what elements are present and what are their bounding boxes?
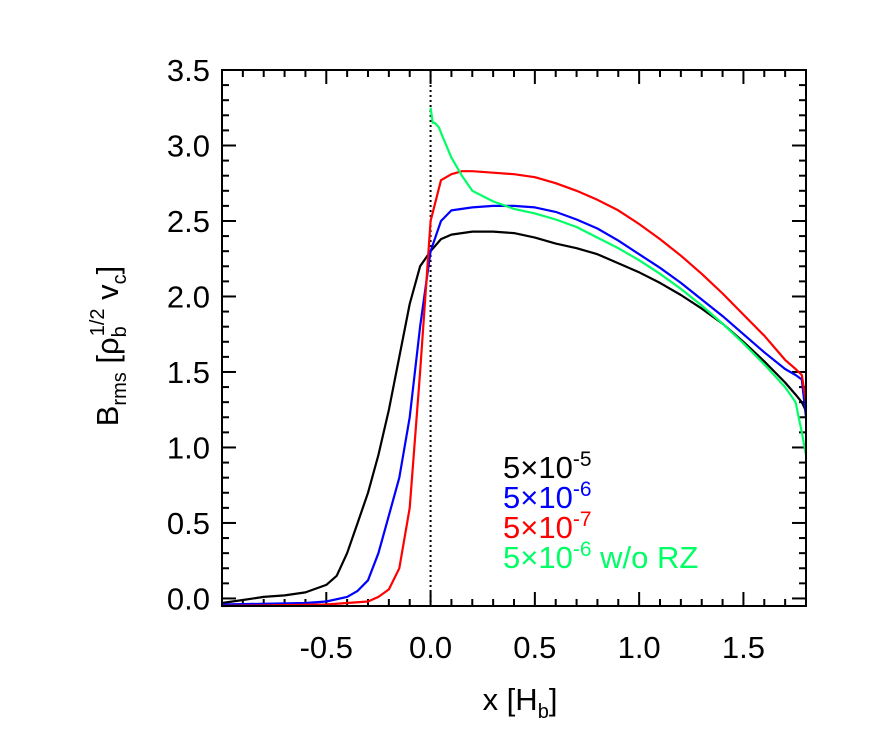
plot-frame	[221, 69, 807, 607]
x-tick-labels: -0.5 0.0 0.5 1.0 1.5	[300, 630, 765, 665]
series-line-2	[221, 204, 808, 606]
series-line-4	[429, 107, 808, 456]
y-tick-label: 3.0	[167, 128, 210, 163]
y-tick-labels: 0.0 0.5 1.0 1.5 2.0 2.5 3.0 3.5	[167, 53, 210, 616]
x-tick-label: 0.5	[513, 630, 556, 665]
y-axis-title: Brms [ρb1/2 vc]	[87, 266, 131, 427]
legend: 5×10-55×10-65×10-75×10-6 w/o RZ	[503, 448, 698, 575]
x-tick-label: 1.5	[722, 630, 765, 665]
y-tick-label: 2.0	[167, 279, 210, 314]
y-tick-label: 1.5	[167, 355, 210, 390]
legend-entry-3: 5×10-7	[503, 508, 592, 545]
x-tick-label: -0.5	[300, 630, 353, 665]
legend-entry-4: 5×10-6 w/o RZ	[503, 538, 698, 575]
y-tick-label: 2.5	[167, 204, 210, 239]
x-axis-title: x [Hb]	[483, 682, 558, 723]
y-tick-label: 1.0	[167, 430, 210, 465]
y-tick-label: 3.5	[167, 53, 210, 88]
legend-entry-1: 5×10-5	[503, 448, 592, 485]
legend-entry-2: 5×10-6	[503, 478, 592, 515]
series-line-3	[221, 170, 808, 608]
y-tick-label: 0.5	[167, 506, 210, 541]
y-tick-label: 0.0	[167, 581, 210, 616]
series-lines	[221, 107, 808, 608]
x-tick-label: 0.0	[409, 630, 452, 665]
x-tick-label: 1.0	[618, 630, 661, 665]
